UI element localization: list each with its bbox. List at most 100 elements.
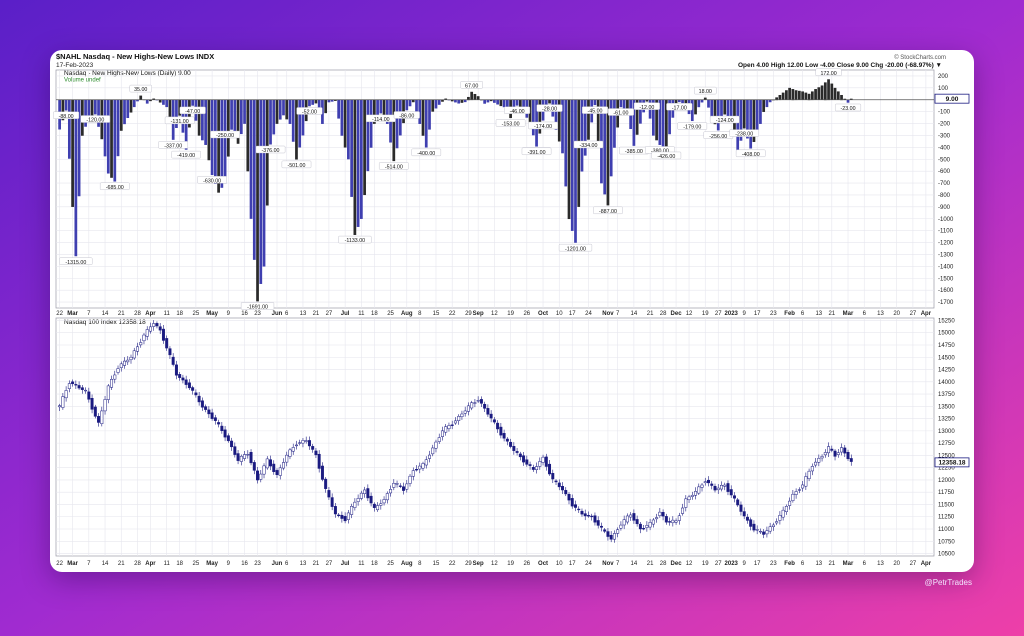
- candle-body-down: [337, 514, 341, 517]
- candle-body-down: [168, 348, 172, 356]
- candle-body-up: [768, 526, 772, 532]
- candle-body-down: [307, 440, 311, 447]
- nhnl-bar: [220, 99, 224, 188]
- nhnl-bar: [236, 99, 240, 144]
- candle-body-down: [742, 511, 746, 517]
- lower-y-tick-label: 14250: [938, 368, 955, 374]
- candle-body-up: [106, 385, 110, 400]
- data-label-box: [393, 111, 420, 119]
- nhnl-bar: [580, 99, 584, 172]
- nhnl-bar: [791, 89, 795, 101]
- nhnl-bar: [603, 99, 607, 195]
- upper-y-tick-label: -700: [938, 181, 951, 187]
- lower-x-tick-label: Feb: [784, 561, 795, 567]
- lower-x-tick-label: 2023: [725, 561, 739, 567]
- lower-x-tick-label: Jul: [341, 561, 350, 567]
- nhnl-bar: [340, 99, 344, 136]
- lower-x-tick-label: 21: [828, 561, 835, 567]
- data-label-box: [240, 302, 275, 310]
- nhnl-bar: [395, 99, 399, 149]
- nhnl-bar: [613, 99, 616, 148]
- nhnl-bar: [626, 99, 629, 112]
- candle-body-down: [736, 499, 740, 506]
- candle-body-up: [67, 383, 71, 389]
- candle-body-down: [544, 456, 548, 467]
- nhnl-bar: [201, 99, 204, 141]
- nhnl-bar: [217, 99, 220, 193]
- lower-x-tick-label: 18: [371, 561, 378, 567]
- candle-body-up: [139, 342, 143, 346]
- candle-body-down: [204, 406, 208, 410]
- data-label: -391.00: [528, 150, 546, 156]
- data-label-box: [59, 257, 93, 265]
- candle-body-up: [460, 413, 464, 417]
- candle-body-down: [710, 483, 714, 486]
- lower-y-tick-label: 12250: [938, 466, 955, 472]
- current-value-tags: 9.00 12358.18: [934, 93, 970, 468]
- candle-body-up: [840, 447, 844, 453]
- data-label: 35.00: [134, 87, 147, 93]
- candle-body-up: [246, 454, 250, 456]
- upper-y-tick-label: -1700: [938, 300, 954, 306]
- candle-body-up: [723, 484, 727, 487]
- lower-x-tick-label: 13: [300, 561, 307, 567]
- nhnl-bar: [372, 99, 376, 124]
- candle-body-down: [752, 523, 756, 531]
- nhnl-bar: [288, 99, 292, 124]
- data-label-box: [281, 160, 312, 169]
- lower-x-tick-label: 21: [313, 561, 320, 567]
- lower-x-tick-label: Dec: [671, 561, 683, 567]
- candle-body-up: [359, 492, 363, 499]
- upper-x-tick-label: 21: [647, 311, 654, 317]
- candle-body-up: [288, 449, 292, 457]
- candle-body-up: [382, 499, 386, 504]
- candle-body-up: [541, 456, 545, 463]
- candle-body-up: [788, 500, 792, 506]
- lower-y-tick-label: 13750: [938, 392, 955, 398]
- nhnl-bar: [285, 99, 289, 120]
- data-label: 18.00: [699, 89, 712, 95]
- data-label: -400.00: [417, 151, 435, 157]
- candle-body-up: [434, 441, 438, 449]
- lower-y-tick-label: 14000: [938, 380, 955, 386]
- lower-x-tick-label: Jun: [272, 561, 283, 567]
- data-label-box: [99, 182, 130, 190]
- upper-x-tick-label: Mar: [843, 311, 854, 317]
- candle-body-up: [444, 426, 448, 433]
- nhnl-bar: [483, 99, 487, 104]
- lower-x-tick-label: 27: [326, 561, 333, 567]
- chart-card: $NAHL Nasdaq - New Highs-New Lows INDX 1…: [50, 50, 974, 572]
- upper-x-tick-label: 25: [193, 311, 200, 317]
- data-label: 67.00: [465, 83, 478, 89]
- candle-body-up: [239, 455, 243, 462]
- candle-body-up: [294, 444, 298, 447]
- nhnl-bar: [515, 99, 519, 106]
- upper-y-tick-label: 100: [938, 86, 949, 92]
- lower-x-tick-label: 25: [193, 561, 200, 567]
- nhnl-bar: [191, 99, 195, 106]
- nhnl-bar: [347, 99, 350, 160]
- data-label: -630.00: [203, 178, 221, 184]
- candle-body-down: [366, 488, 370, 499]
- lower-x-tick-label: 8: [418, 561, 422, 567]
- nhnl-bar: [502, 99, 506, 108]
- candle-body-down: [564, 490, 568, 495]
- upper-x-tick-label: Sep: [473, 311, 484, 317]
- candle-body-down: [181, 377, 185, 381]
- nhnl-bar: [752, 99, 756, 142]
- nhnl-bar: [814, 89, 817, 100]
- candle-body-down: [71, 381, 75, 385]
- lower-x-tick-label: 23: [254, 561, 261, 567]
- upper-x-tick-label: 10: [556, 311, 563, 317]
- nhnl-bar: [77, 99, 81, 197]
- upper-x-tick-label: Aug: [401, 311, 413, 317]
- lower-y-tick-label: 11500: [938, 502, 955, 508]
- candle-body-down: [220, 425, 224, 431]
- candle-body-up: [129, 356, 133, 361]
- candle-body-down: [372, 503, 376, 508]
- candle-body-up: [447, 425, 451, 430]
- nhnl-bar: [658, 99, 662, 145]
- candle-body-up: [363, 489, 367, 494]
- candle-body-down: [849, 458, 853, 462]
- nhnl-bar: [554, 99, 558, 130]
